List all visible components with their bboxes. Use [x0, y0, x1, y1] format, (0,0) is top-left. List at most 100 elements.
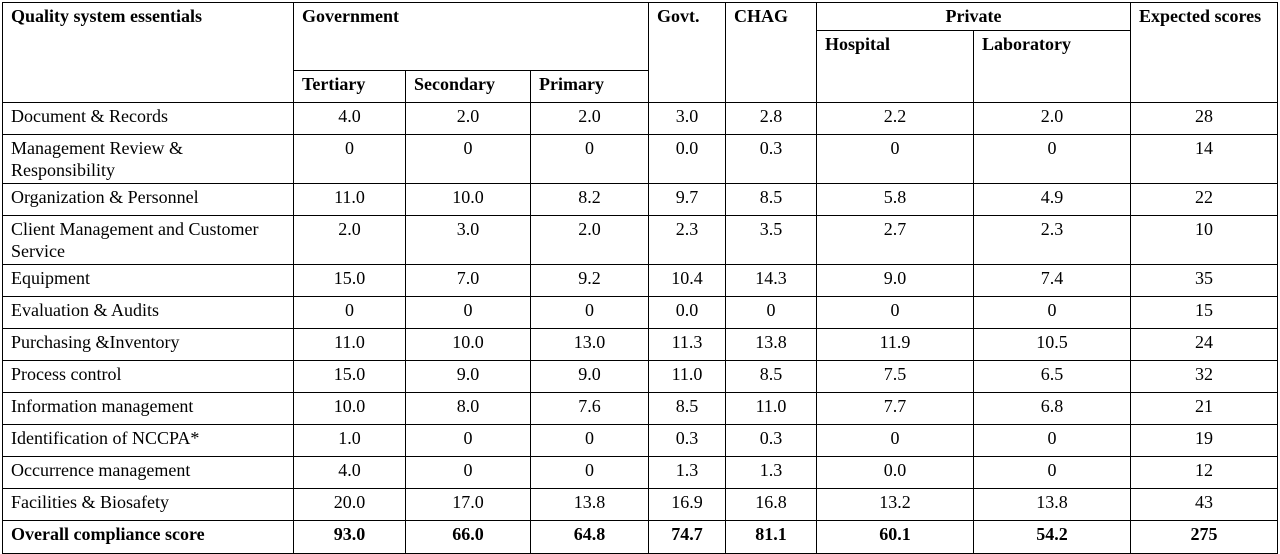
table-cell: 10.0 [405, 183, 531, 216]
header-private: Private [816, 2, 1131, 31]
table-cell: 11.0 [725, 392, 817, 425]
table-row: Management Review & Responsibility 0 0 0 0.0… [2, 134, 1278, 184]
table-cell: 8.5 [725, 360, 817, 393]
table-cell: 0 [816, 424, 974, 457]
table-cell: 7.0 [405, 264, 531, 297]
row-label: Organization & Personnel [2, 183, 294, 216]
table-cell: 9.7 [648, 183, 726, 216]
table-cell: 8.0 [405, 392, 531, 425]
table-cell: 6.8 [973, 392, 1131, 425]
header-government: Government [293, 2, 649, 71]
table-cell: 4.9 [973, 183, 1131, 216]
table-cell: 16.8 [725, 488, 817, 521]
table-row: Occurrence management 4.0 0 0 1.3 1.3 0.0 0 12 [2, 456, 1278, 489]
row-label: Equipment [2, 264, 294, 297]
table-cell: 1.3 [725, 456, 817, 489]
table-cell: 2.0 [973, 102, 1131, 135]
row-label: Evaluation & Audits [2, 296, 294, 329]
table-cell: 13.8 [530, 488, 649, 521]
table-cell: 15.0 [293, 360, 406, 393]
table-row: Process control 15.0 9.0 9.0 11.0 8.5 7.5 6.5 32 [2, 360, 1278, 393]
table-cell: 10 [1130, 215, 1278, 265]
table-cell: 0 [293, 134, 406, 184]
table-cell: 13.2 [816, 488, 974, 521]
row-label: Identification of NCCPA* [2, 424, 294, 457]
table-cell: 0.0 [816, 456, 974, 489]
table-row: Document & Records 4.0 2.0 2.0 3.0 2.8 2.2 2.0 2… [2, 102, 1278, 135]
table-cell: 2.7 [816, 215, 974, 265]
header-hospital: Hospital [816, 30, 974, 103]
table-cell: 13.8 [725, 328, 817, 361]
table-cell: 2.2 [816, 102, 974, 135]
table-row: Equipment 15.0 7.0 9.2 10.4 14.3 9.0 7.4 35 [2, 264, 1278, 297]
table-cell: 0 [405, 456, 531, 489]
table-cell: 0 [530, 424, 649, 457]
table-cell: 1.0 [293, 424, 406, 457]
table-cell: 20.0 [293, 488, 406, 521]
table-cell: 9.2 [530, 264, 649, 297]
table-cell: 3.5 [725, 215, 817, 265]
table-cell: 35 [1130, 264, 1278, 297]
table-row: Evaluation & Audits 0 0 0 0.0 0 0 0 15 [2, 296, 1278, 329]
table-cell: 22 [1130, 183, 1278, 216]
table-cell: 3.0 [405, 215, 531, 265]
table-row: Identification of NCCPA* 1.0 0 0 0.3 0.3 0 0 19 [2, 424, 1278, 457]
table-cell: 3.0 [648, 102, 726, 135]
table-cell: 2.3 [973, 215, 1131, 265]
table-row: Information management 10.0 8.0 7.6 8.5 11.0 7… [2, 392, 1278, 425]
header-expected-scores: Expected scores [1130, 2, 1278, 103]
table-cell: 21 [1130, 392, 1278, 425]
total-cell: 275 [1130, 520, 1278, 554]
table-cell: 10.0 [405, 328, 531, 361]
table-cell: 0 [405, 424, 531, 457]
total-row: Overall compliance score 93.0 66.0 64.8 74.7… [2, 520, 1278, 554]
row-label: Information management [2, 392, 294, 425]
total-label: Overall compliance score [2, 520, 294, 554]
table-cell: 0 [816, 296, 974, 329]
table-cell: 11.0 [648, 360, 726, 393]
table-cell: 11.0 [293, 183, 406, 216]
table-cell: 8.5 [725, 183, 817, 216]
header-essentials: Quality system essentials [2, 2, 294, 103]
table-cell: 0.3 [648, 424, 726, 457]
table-cell: 0.0 [648, 296, 726, 329]
table-cell: 8.2 [530, 183, 649, 216]
table-cell: 14 [1130, 134, 1278, 184]
table-cell: 0.0 [648, 134, 726, 184]
header-tertiary: Tertiary [293, 70, 406, 103]
row-label: Client Management and Customer Service [2, 215, 294, 265]
table-cell: 24 [1130, 328, 1278, 361]
table-cell: 14.3 [725, 264, 817, 297]
table-cell: 15.0 [293, 264, 406, 297]
table-cell: 2.8 [725, 102, 817, 135]
table-row: Client Management and Customer Service 2.… [2, 215, 1278, 265]
total-cell: 66.0 [405, 520, 531, 554]
table-cell: 1.3 [648, 456, 726, 489]
total-cell: 93.0 [293, 520, 406, 554]
table-cell: 2.0 [293, 215, 406, 265]
table-cell: 9.0 [816, 264, 974, 297]
table-cell: 9.0 [405, 360, 531, 393]
header-govt: Govt. [648, 2, 726, 103]
table-row: Organization & Personnel 11.0 10.0 8.2 9.7 8.… [2, 183, 1278, 216]
table-cell: 17.0 [405, 488, 531, 521]
header-laboratory: Laboratory [973, 30, 1131, 103]
table-cell: 11.0 [293, 328, 406, 361]
table-cell: 16.9 [648, 488, 726, 521]
table-cell: 6.5 [973, 360, 1131, 393]
table-cell: 0.3 [725, 134, 817, 184]
row-label: Occurrence management [2, 456, 294, 489]
table-cell: 4.0 [293, 102, 406, 135]
total-cell: 64.8 [530, 520, 649, 554]
table-cell: 0 [973, 456, 1131, 489]
table-cell: 5.8 [816, 183, 974, 216]
table-cell: 13.0 [530, 328, 649, 361]
table-cell: 0 [816, 134, 974, 184]
table-cell: 0 [973, 424, 1131, 457]
table-cell: 7.5 [816, 360, 974, 393]
table-cell: 11.9 [816, 328, 974, 361]
table-cell: 2.0 [530, 215, 649, 265]
table-cell: 4.0 [293, 456, 406, 489]
table-cell: 9.0 [530, 360, 649, 393]
table-cell: 8.5 [648, 392, 726, 425]
